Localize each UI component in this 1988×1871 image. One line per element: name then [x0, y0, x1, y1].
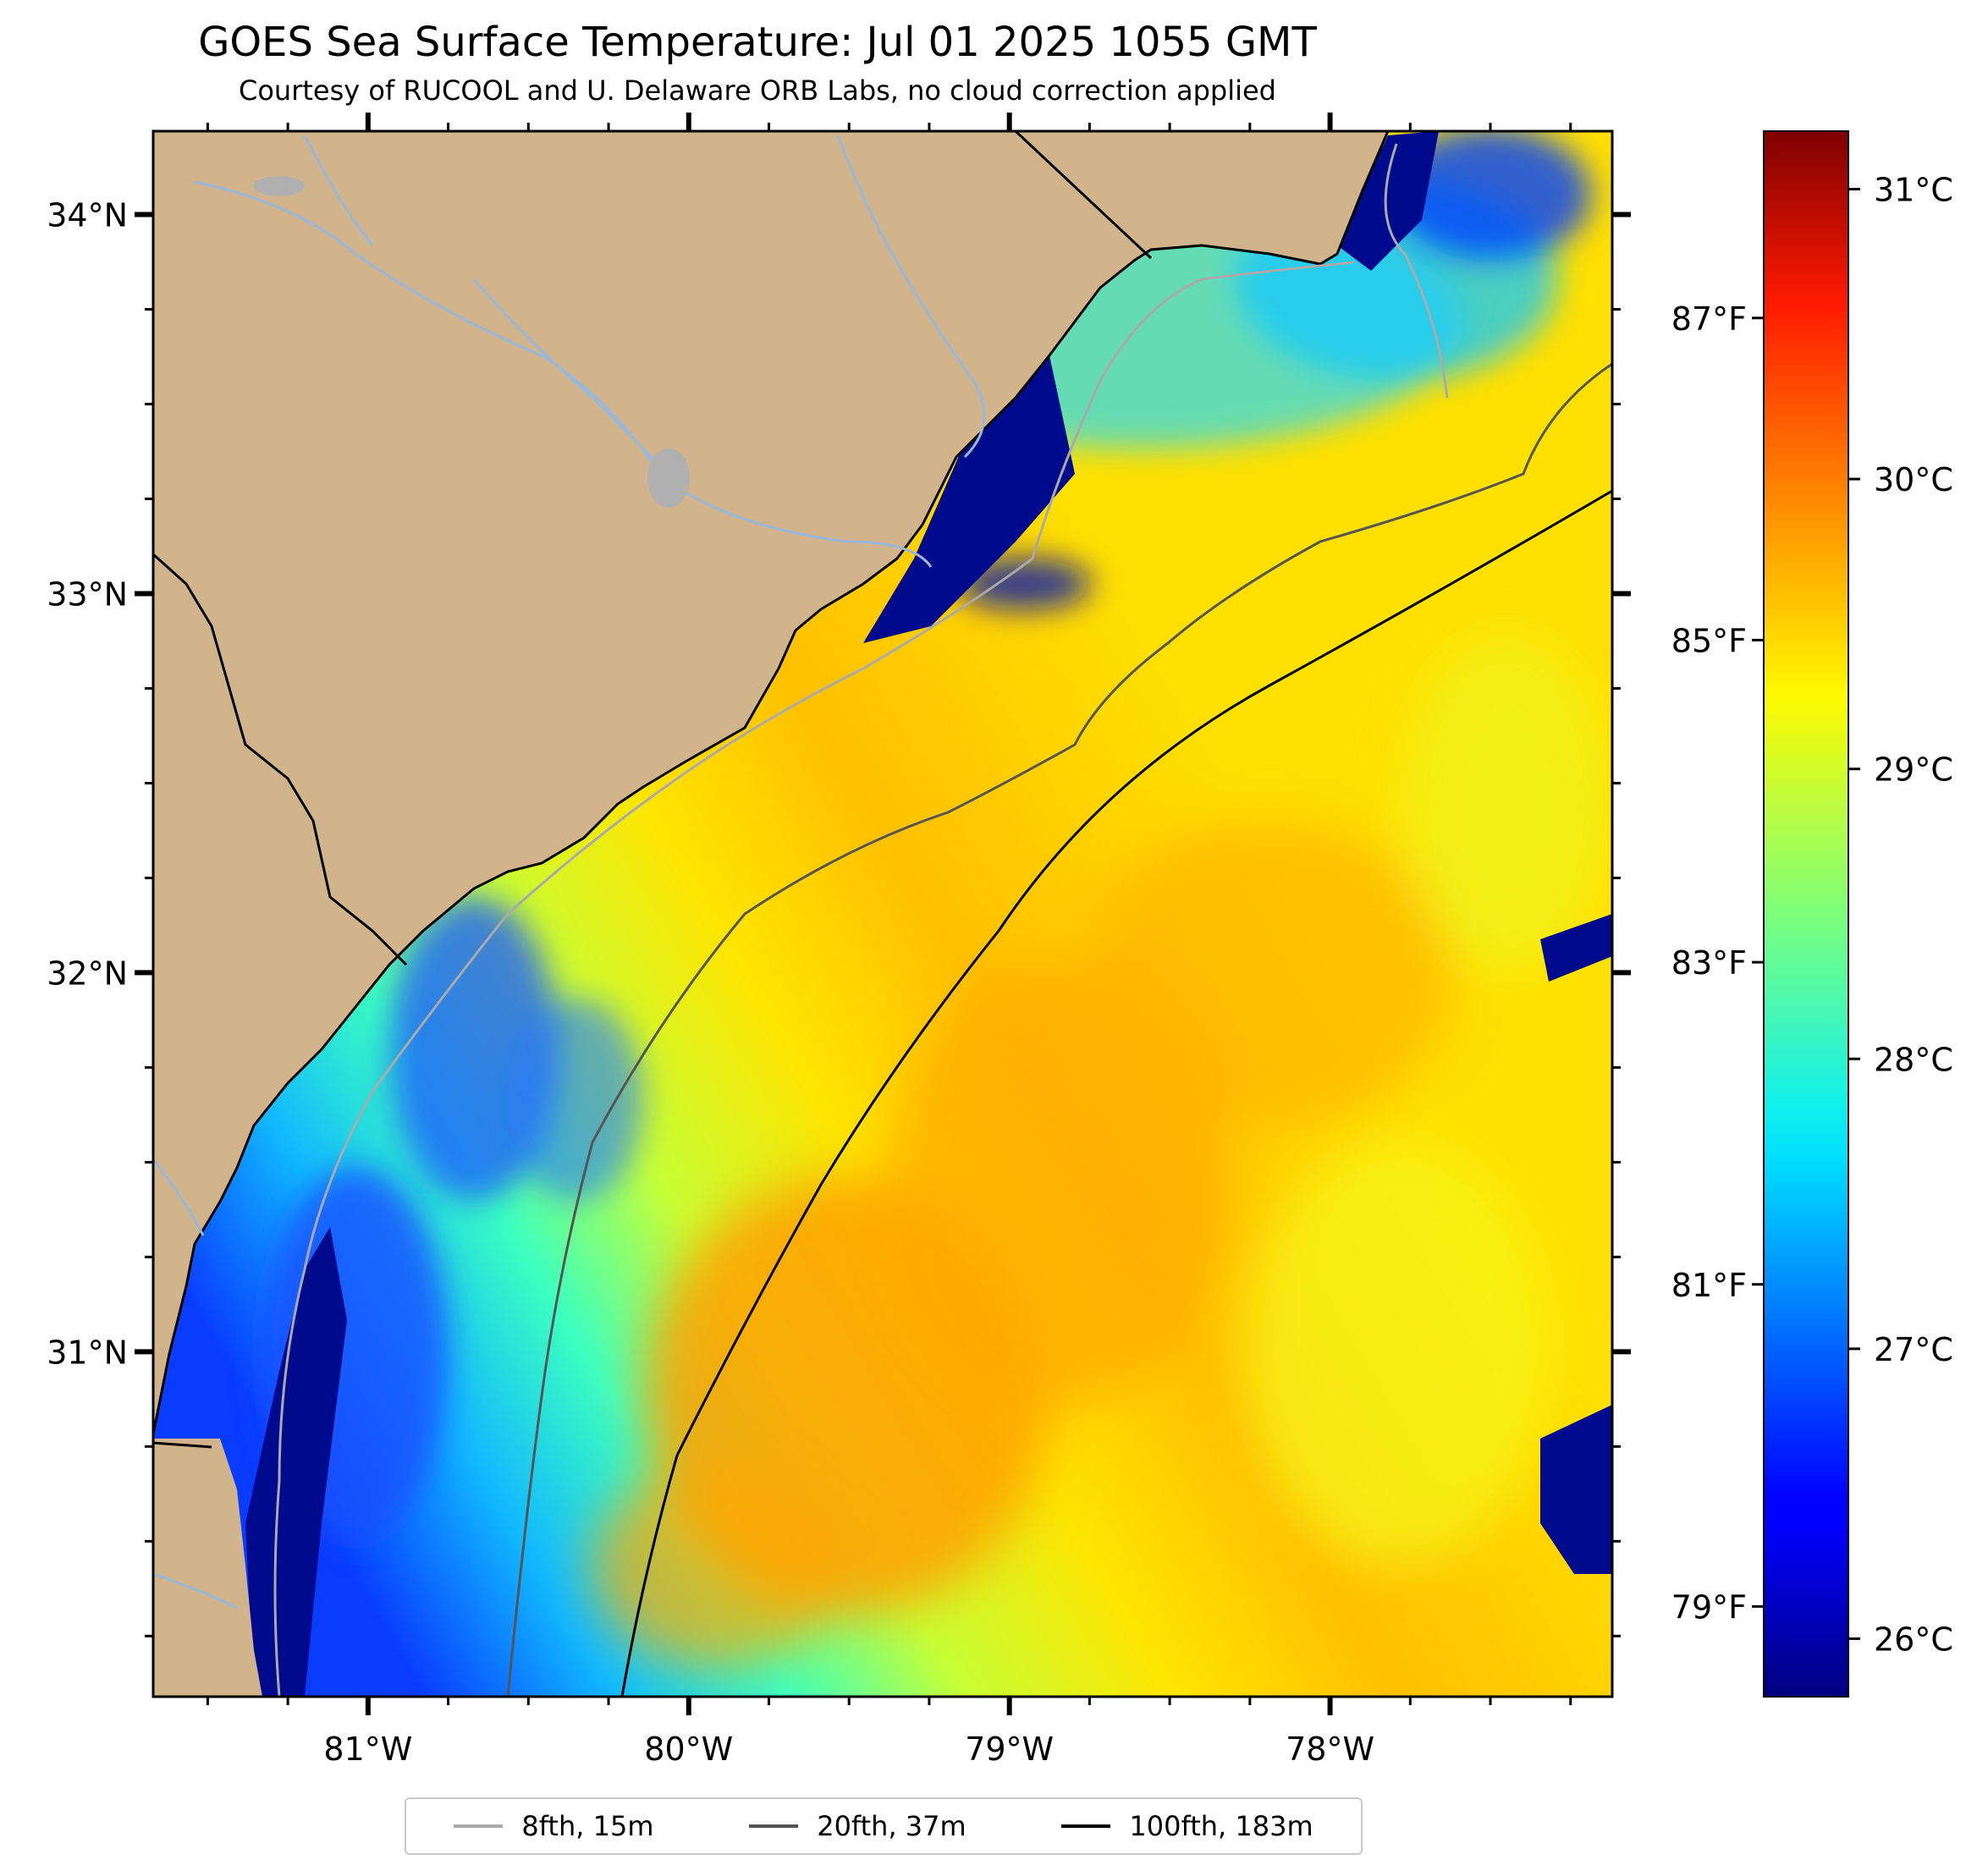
- colorbar-fahrenheit-label: 87°F: [1671, 300, 1747, 338]
- colorbar: [1763, 130, 1849, 1698]
- contour-8fth: [273, 143, 1449, 1697]
- map-title: GOES Sea Surface Temperature: Jul 01 202…: [198, 19, 1317, 66]
- axis-ticks: [135, 113, 1631, 1715]
- lat-tick-label: 31°N: [47, 1334, 128, 1371]
- colorbar-ticks: 31°C 30°C 29°C 28°C 27°C 26°C 87°F 85°F 83°F 81°F…: [1671, 172, 1953, 1659]
- lat-tick-label: 34°N: [47, 197, 128, 234]
- lon-tick-label: 79°W: [965, 1731, 1054, 1768]
- map-subtitle: Courtesy of RUCOOL and U. Delaware ORB L…: [239, 74, 1276, 107]
- colorbar-celsius-label: 26°C: [1874, 1621, 1953, 1658]
- warm-patches: [592, 635, 1608, 1667]
- colorbar-fahrenheit-label: 79°F: [1671, 1588, 1747, 1626]
- coastal-cold-north: [863, 355, 1075, 643]
- coastal-cold-ne: [1337, 131, 1439, 271]
- rivers: [153, 135, 986, 1610]
- land-mass: [153, 131, 1390, 1440]
- map-frame: [151, 129, 1614, 1698]
- axis-tick-labels: 81°W 80°W 79°W 78°W 34°N 33°N 32°N 31°N: [47, 197, 1374, 1768]
- lon-tick-label: 80°W: [644, 1731, 733, 1768]
- lake-marion: [254, 176, 305, 196]
- lake-moultrie: [647, 448, 690, 508]
- contour-legend: 8fth, 15m 20fth, 37m 100fth, 183m: [405, 1797, 1363, 1855]
- colorbar-celsius-label: 27°C: [1874, 1331, 1953, 1368]
- legend-item-100fth: 100fth, 183m: [1061, 1810, 1313, 1842]
- cloud-patch-e: [1540, 914, 1612, 982]
- legend-item-8fth: 8fth, 15m: [454, 1810, 653, 1842]
- colorbar-celsius-label: 31°C: [1874, 172, 1953, 209]
- legend-swatch-20fth: [749, 1824, 799, 1828]
- lat-tick-label: 33°N: [47, 575, 128, 613]
- map-plot-area: [153, 131, 1612, 1697]
- colorbar-celsius-label: 29°C: [1874, 751, 1953, 789]
- contour-100fth: [620, 489, 1612, 1697]
- lat-tick-label: 32°N: [47, 955, 128, 992]
- colorbar-celsius-label: 30°C: [1874, 461, 1953, 498]
- lon-tick-label: 78°W: [1286, 1731, 1374, 1768]
- colorbar-fahrenheit-label: 85°F: [1671, 622, 1747, 659]
- legend-swatch-8fth: [454, 1824, 504, 1828]
- legend-label-8fth: 8fth, 15m: [521, 1810, 654, 1842]
- colorbar-fahrenheit-label: 81°F: [1671, 1267, 1747, 1304]
- colorbar-fahrenheit-label: 83°F: [1671, 944, 1747, 982]
- lon-tick-label: 81°W: [323, 1731, 412, 1768]
- legend-label-100fth: 100fth, 183m: [1129, 1810, 1313, 1842]
- legend-item-20fth: 20fth, 37m: [749, 1810, 966, 1842]
- legend-label-20fth: 20fth, 37m: [817, 1810, 966, 1842]
- colorbar-celsius-label: 28°C: [1874, 1041, 1953, 1078]
- state-borders: [153, 131, 1153, 1449]
- land-mass-south: [153, 1439, 262, 1697]
- contour-20fth: [506, 362, 1612, 1697]
- coastal-cold-south: [245, 1227, 347, 1697]
- cloud-patch-se: [1540, 1405, 1612, 1574]
- legend-swatch-100fth: [1061, 1824, 1111, 1828]
